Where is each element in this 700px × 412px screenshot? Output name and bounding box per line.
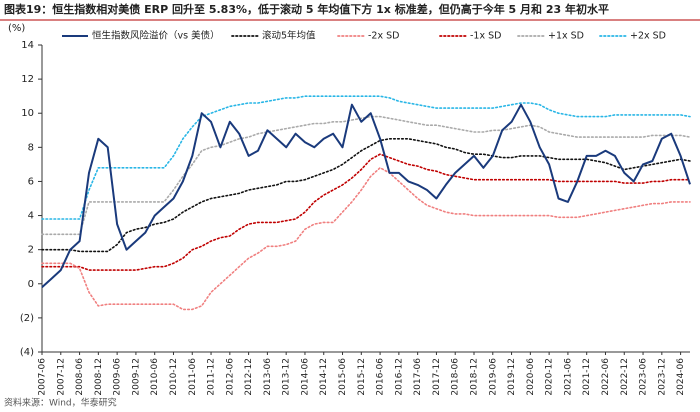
legend-label: -2x SD: [368, 31, 399, 42]
x-tick-label: 2017-06: [413, 358, 423, 396]
x-tick-label: 2019-06: [488, 358, 498, 396]
x-tick-label: 2010-12: [169, 358, 179, 396]
x-tick-label: 2009-12: [131, 358, 141, 396]
legend-label: 滚动5年均值: [262, 30, 316, 42]
x-tick-label: 2014-06: [300, 358, 310, 396]
x-tick-label: 2017-12: [432, 358, 442, 396]
series-line: [41, 167, 691, 311]
x-tick-label: 2023-06: [639, 358, 649, 396]
y-tick-label: 8: [28, 142, 34, 153]
x-tick-label: 2016-06: [376, 358, 386, 396]
series-line: [41, 115, 691, 236]
y-tick-label: 6: [28, 176, 34, 187]
series-line: [41, 153, 691, 271]
legend-label: +1x SD: [548, 31, 584, 42]
x-tick-label: 2020-12: [545, 358, 555, 396]
y-tick-label: 4: [28, 211, 34, 222]
x-tick-label: 2024-06: [676, 358, 686, 396]
x-tick-label: 2020-06: [526, 358, 536, 396]
x-tick-label: 2018-12: [470, 358, 480, 396]
x-tick-label: 2023-12: [657, 358, 667, 396]
x-tick-label: 2013-12: [282, 358, 292, 396]
y-tick-label: 0: [28, 279, 34, 290]
legend-label: -1x SD: [470, 31, 501, 42]
x-tick-label: 2015-06: [338, 358, 348, 396]
x-tick-label: 2013-06: [263, 358, 273, 396]
x-tick-label: 2012-12: [244, 358, 254, 396]
series-line: [41, 103, 691, 288]
y-tick-label: (4): [20, 347, 34, 358]
y-tick-label: (2): [20, 313, 34, 324]
x-tick-label: 2021-06: [563, 358, 573, 396]
legend-label: +2x SD: [630, 31, 666, 42]
y-tick-label: 14: [21, 40, 34, 51]
x-tick-label: 2011-12: [207, 358, 217, 396]
x-tick-label: 2019-12: [507, 358, 517, 396]
y-tick-label: 2: [28, 245, 34, 256]
legend-label: 恒生指数风险溢价（vs 美债）: [92, 30, 220, 42]
x-tick-label: 2008-06: [75, 358, 85, 396]
x-tick-label: 2014-12: [319, 358, 329, 396]
source: 资料来源：Wind，华泰研究: [4, 397, 117, 409]
y-tick-label: 10: [21, 108, 34, 119]
x-tick-label: 2012-06: [225, 358, 235, 396]
x-tick-label: 2007-06: [38, 358, 48, 396]
x-tick-label: 2011-06: [188, 358, 198, 396]
x-tick-label: 2010-06: [150, 358, 160, 396]
chart-title: 图表19：恒生指数相对美债 ERP 回升至 5.83%，低于滚动 5 年均值下方…: [4, 2, 609, 16]
x-tick-label: 2018-06: [451, 358, 461, 396]
x-tick-label: 2022-12: [620, 358, 630, 396]
x-tick-label: 2009-06: [113, 358, 123, 396]
x-tick-label: 2016-12: [394, 358, 404, 396]
x-tick-label: 2015-12: [357, 358, 367, 396]
y-tick-label: 12: [21, 74, 34, 85]
x-tick-label: 2022-06: [601, 358, 611, 396]
x-tick-label: 2008-12: [94, 358, 104, 396]
y-unit: (%): [8, 23, 25, 34]
x-tick-label: 2021-12: [582, 358, 592, 396]
series-line: [41, 95, 691, 220]
x-tick-label: 2007-12: [56, 358, 66, 396]
